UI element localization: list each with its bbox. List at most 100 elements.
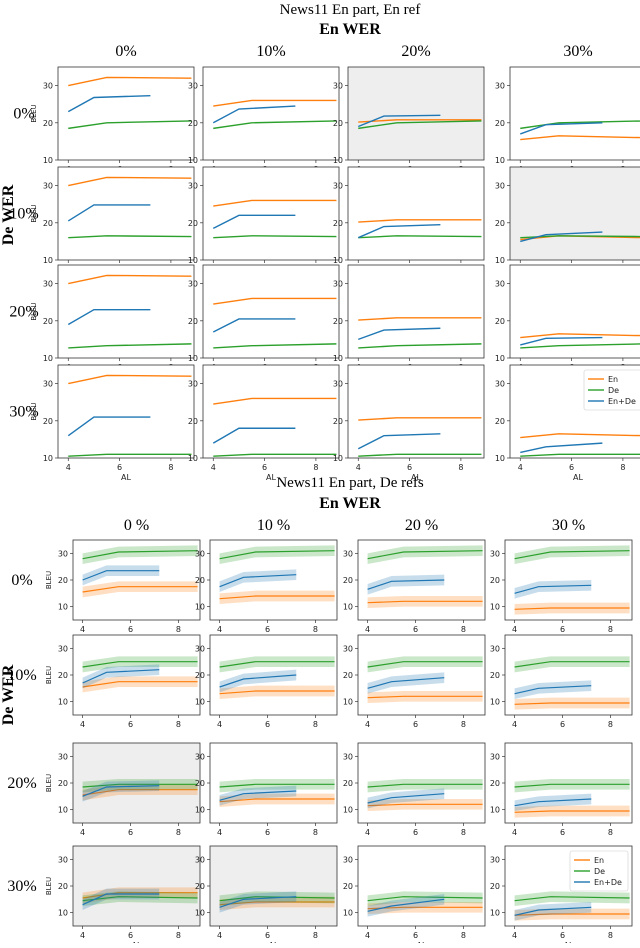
y-tick-label: 10 — [195, 603, 205, 612]
confidence-band — [367, 574, 445, 595]
confidence-band — [219, 656, 335, 673]
x-tick-label: 8 — [461, 931, 466, 940]
panel-frame — [72, 634, 201, 716]
x-tick-label: 4 — [512, 625, 517, 634]
en-de-series-line — [67, 204, 151, 222]
en-de-series-line — [367, 793, 445, 804]
confidence-band — [82, 891, 198, 906]
en-series-line — [514, 607, 630, 610]
y-tick-label: 10 — [43, 156, 53, 165]
de-series-line — [213, 343, 337, 349]
en-series-line — [82, 789, 198, 796]
x-tick-label: 6 — [128, 625, 133, 634]
de-series-line — [358, 343, 482, 349]
x-tick-label: 8 — [313, 931, 318, 940]
de-series-line — [367, 896, 483, 902]
panel-frame — [347, 66, 485, 161]
confidence-band — [514, 697, 630, 710]
x-tick-label: 4 — [80, 931, 85, 940]
x-tick-label: 6 — [569, 463, 574, 472]
y-tick-label: 10 — [195, 909, 205, 918]
de-series-line — [68, 120, 192, 130]
en-de-series-line — [67, 308, 151, 326]
y-tick-label: 30 — [195, 644, 205, 653]
de-series-line — [358, 120, 482, 130]
y-tick-label: 30 — [188, 182, 198, 191]
x-tick-label: 6 — [560, 931, 565, 940]
top-figure-title: News11 En part, En ref — [280, 2, 421, 18]
y-tick-label: 30 — [343, 549, 353, 558]
row-header: De WER — [0, 664, 17, 725]
column-label: 30% — [563, 43, 592, 60]
y-tick-label: 10 — [343, 603, 353, 612]
x-tick-label: 8 — [458, 463, 463, 472]
de-series-line — [514, 550, 630, 560]
y-tick-label: 10 — [43, 256, 53, 265]
y-axis-label: BLEU — [45, 571, 53, 589]
x-tick-label: 4 — [518, 463, 523, 472]
x-tick-label: 8 — [608, 625, 613, 634]
de-series-line — [358, 235, 482, 239]
en-series-line — [68, 76, 192, 87]
row-label: 0% — [13, 106, 34, 123]
x-tick-label: 8 — [176, 931, 181, 940]
en-series-line — [68, 176, 192, 187]
y-tick-label: 20 — [490, 779, 500, 788]
column-label: 10% — [256, 43, 285, 60]
y-tick-label: 10 — [495, 454, 505, 463]
confidence-band — [367, 891, 483, 906]
y-tick-label: 20 — [58, 671, 68, 680]
en-de-series-line — [67, 94, 151, 113]
en-series-line — [68, 374, 192, 385]
row-label: 10% — [9, 206, 38, 223]
y-tick-label: 30 — [495, 82, 505, 91]
de-series-line — [514, 661, 630, 668]
panel-frame — [509, 166, 640, 261]
x-tick-label: 6 — [265, 931, 270, 940]
x-tick-label: 4 — [512, 720, 517, 729]
top-panel-grid: 0% 10% 20% 30% 0% 10% 20% 30% De WER 4 6 8 10 20 30 BLE… — [0, 43, 640, 482]
x-tick-label: 8 — [176, 625, 181, 634]
y-tick-label: 10 — [188, 354, 198, 363]
x-tick-label: 8 — [176, 720, 181, 729]
en-de-series-line — [357, 433, 441, 450]
en-de-series-line — [520, 231, 603, 243]
x-axis-label: AL — [411, 473, 421, 482]
y-tick-label: 30 — [188, 82, 198, 91]
y-tick-label: 10 — [43, 354, 53, 363]
y-tick-label: 20 — [490, 671, 500, 680]
x-tick-label: 4 — [80, 720, 85, 729]
x-tick-label: 4 — [512, 828, 517, 837]
bottom-panel-grid: 0 % 10 % 20 % 30 % 0% 10% 20% 30% De WER 4 6 8 10 20 3… — [0, 517, 633, 948]
confidence-band — [514, 580, 592, 599]
en-series-line — [213, 199, 337, 207]
x-tick-label: 6 — [413, 625, 418, 634]
en-de-series-line — [219, 790, 297, 801]
y-tick-label: 20 — [343, 882, 353, 891]
x-tick-label: 4 — [80, 625, 85, 634]
confidence-band — [514, 602, 630, 615]
panel-frame — [72, 539, 201, 621]
legend: En De En+De — [583, 369, 640, 411]
de-series-line — [367, 783, 483, 788]
x-tick-label: 6 — [407, 463, 412, 472]
x-tick-label: 6 — [413, 828, 418, 837]
y-tick-label: 10 — [58, 909, 68, 918]
en-de-series-line — [358, 327, 441, 341]
confidence-band — [219, 896, 335, 910]
y-tick-label: 10 — [495, 354, 505, 363]
row-label: 0% — [11, 572, 32, 589]
confidence-band — [219, 785, 297, 806]
panel-frame — [504, 634, 633, 716]
x-axis-label: AL — [266, 473, 276, 482]
confidence-band — [514, 656, 630, 673]
row-label: 10% — [7, 667, 36, 684]
